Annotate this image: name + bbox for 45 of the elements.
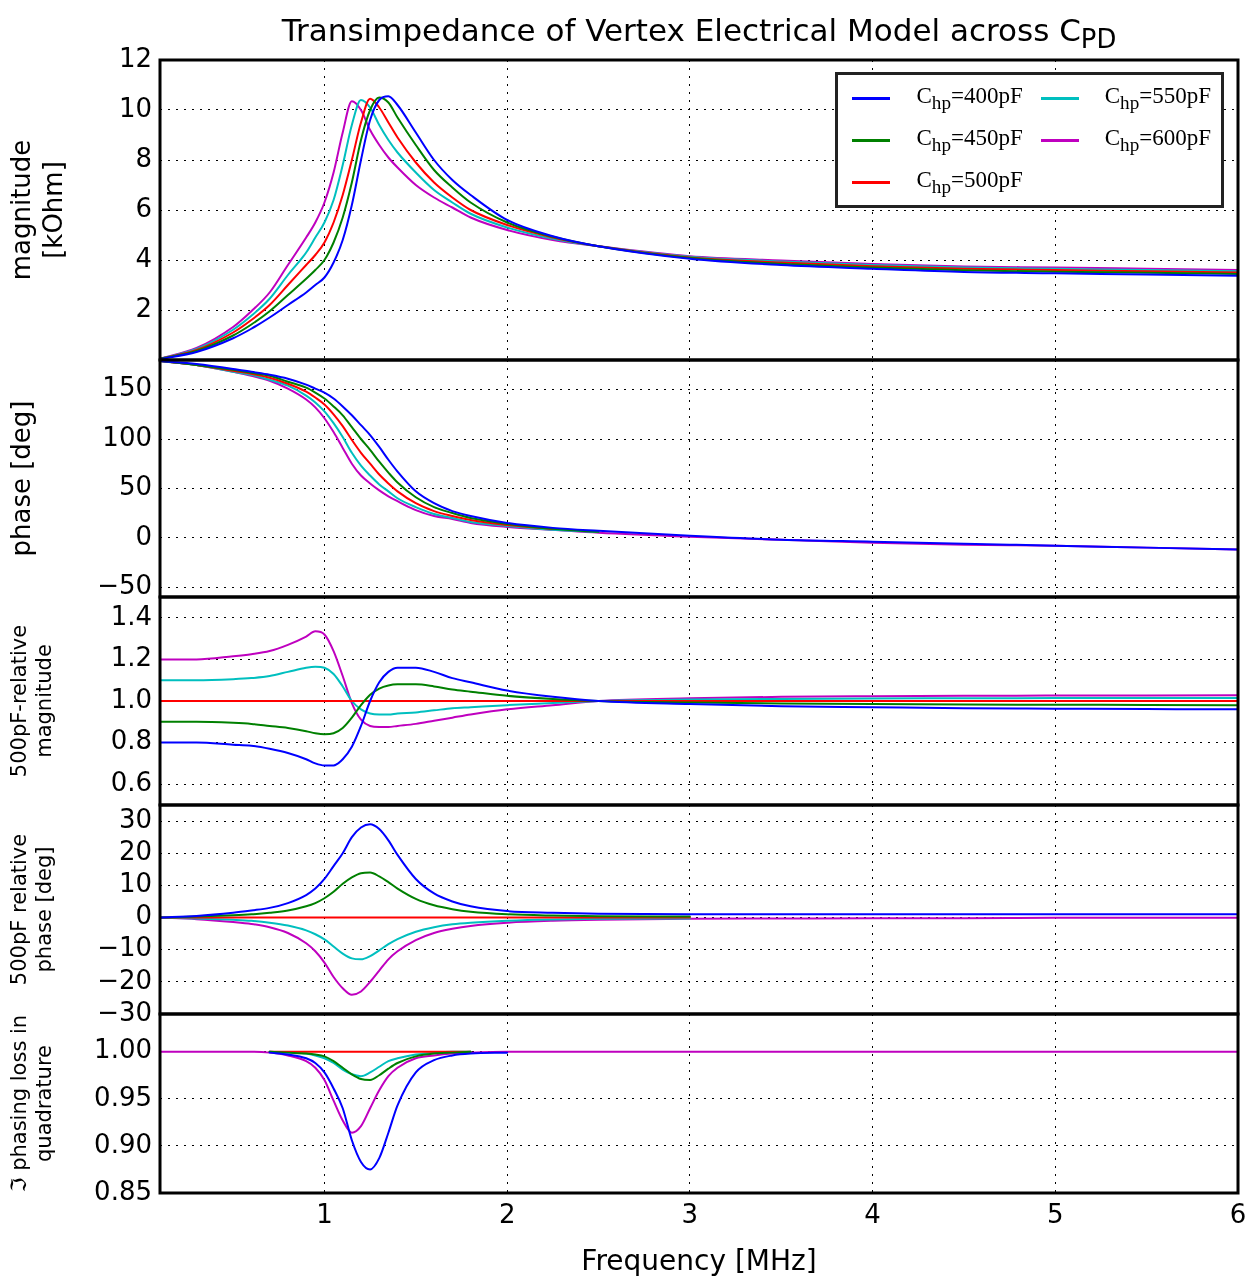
- y-tick-label: 1.00: [94, 1034, 152, 1065]
- legend-label: C$_{hp}$=450pF: [916, 124, 1023, 156]
- x-tick-label: 5: [1047, 1199, 1064, 1230]
- y-tick-label: 1.2: [110, 642, 152, 673]
- y-tick-label: 0: [135, 520, 152, 551]
- y-tick-label: 50: [118, 471, 152, 502]
- y-tick-label: 10: [118, 868, 152, 899]
- y-tick-label: 0: [135, 900, 152, 931]
- y-tick-label: 0.6: [110, 766, 152, 797]
- y-tick-label: −30: [97, 996, 152, 1027]
- y-tick-label: −10: [97, 932, 152, 963]
- y-axis-title: ℑ phasing loss in quadrature: [7, 1014, 57, 1193]
- y-tick-label: 10: [118, 92, 152, 123]
- chart-title: Transimpedance of Vertex Electrical Model across C$_{PD}$: [280, 12, 1118, 55]
- y-axis-title: phase [deg]: [6, 400, 37, 557]
- x-tick-label: 4: [864, 1199, 881, 1230]
- legend-label: C$_{hp}$=500pF: [916, 166, 1023, 198]
- y-tick-label: 12: [118, 42, 152, 73]
- y-tick-label: 30: [118, 803, 152, 834]
- y-tick-label: 1.4: [110, 600, 152, 631]
- x-axis-title: Frequency [MHz]: [581, 1244, 817, 1278]
- y-tick-label: 0.95: [94, 1081, 152, 1112]
- y-tick-label: 20: [118, 835, 152, 866]
- y-tick-label: −50: [97, 569, 152, 600]
- y-axis-title: 500pF-relative magnitude: [7, 624, 57, 778]
- y-tick-label: 100: [102, 421, 152, 452]
- y-tick-label: 0.8: [110, 725, 152, 756]
- y-axis-title: magnitude [kOhm]: [6, 139, 68, 281]
- y-tick-label: 2: [135, 292, 152, 323]
- y-tick-label: 4: [135, 242, 152, 273]
- x-tick-label: 6: [1229, 1199, 1247, 1230]
- x-tick-label: 1: [316, 1199, 333, 1230]
- y-tick-label: 6: [135, 192, 152, 223]
- legend-label: C$_{hp}$=600pF: [1104, 124, 1211, 156]
- y-tick-label: 0.85: [94, 1175, 152, 1206]
- y-tick-label: 0.90: [94, 1128, 152, 1159]
- x-tick-label: 2: [498, 1199, 516, 1230]
- y-axis-title: 500pF relative phase [deg]: [7, 833, 57, 986]
- x-tick-label: 3: [681, 1199, 699, 1230]
- y-tick-label: 150: [102, 372, 152, 403]
- legend-label: C$_{hp}$=550pF: [1104, 82, 1211, 114]
- legend-label: C$_{hp}$=400pF: [916, 82, 1023, 114]
- y-tick-label: 1.0: [110, 683, 152, 714]
- y-tick-label: 8: [135, 142, 152, 173]
- y-tick-label: −20: [97, 964, 152, 995]
